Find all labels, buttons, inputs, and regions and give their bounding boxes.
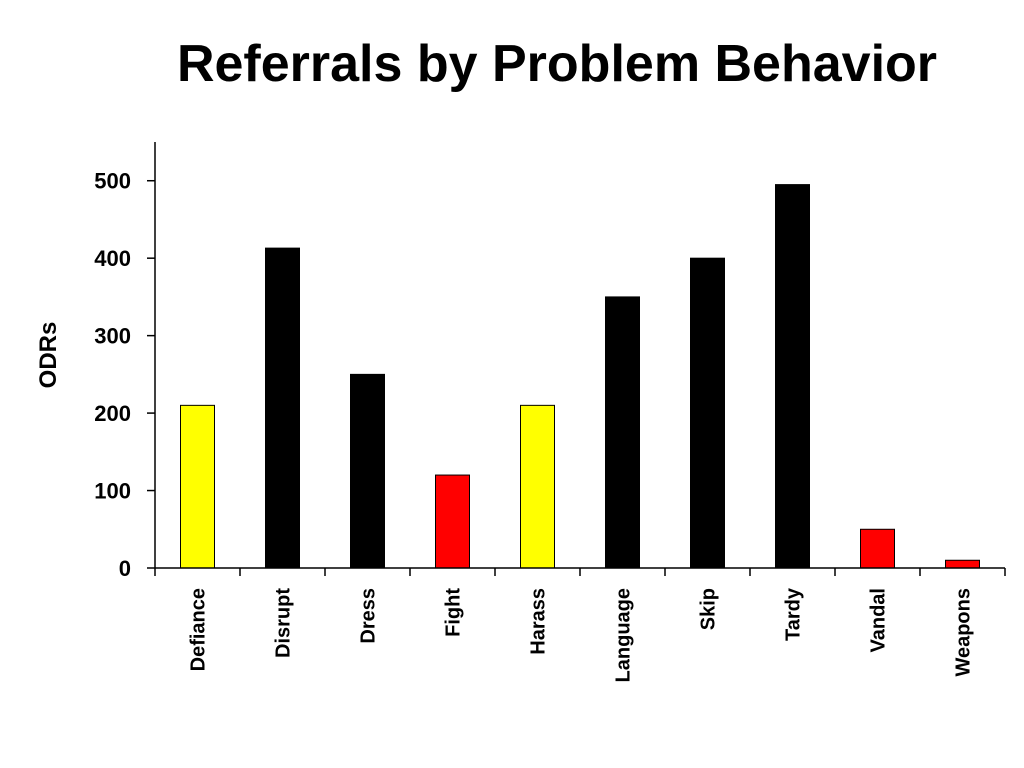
x-tick-label-vandal: Vandal <box>868 588 890 652</box>
bar-language <box>605 296 640 569</box>
x-tick-label-defiance: Defiance <box>188 588 210 671</box>
x-tick-label-harass: Harass <box>528 588 550 655</box>
bar-weapons <box>945 559 980 569</box>
bar-skip <box>690 257 725 569</box>
axes-layer <box>147 142 1006 576</box>
bar-fight <box>435 474 470 569</box>
bar-disrupt <box>265 247 300 569</box>
bar-dress <box>350 373 385 569</box>
y-tick-label-200: 200 <box>94 401 131 426</box>
x-tick-label-language: Language <box>613 588 635 682</box>
labels-layer: 0 100 200 300 400 500 Defiance Disrupt Dress Figh… <box>94 169 974 683</box>
bar-defiance <box>180 404 215 569</box>
bars-layer <box>180 184 980 569</box>
y-tick-label-100: 100 <box>94 479 131 504</box>
chart-title: Referrals by Problem Behavior <box>176 35 938 93</box>
y-tick-label-0: 0 <box>119 556 131 581</box>
x-tick-label-weapons: Weapons <box>953 588 975 677</box>
x-tick-label-fight: Fight <box>443 588 465 637</box>
bar-vandal <box>860 528 895 569</box>
x-tick-label-disrupt: Disrupt <box>273 588 295 658</box>
y-axis-title: ODRs <box>35 322 62 389</box>
bar-tardy <box>775 184 810 569</box>
y-tick-label-300: 300 <box>94 324 131 349</box>
x-tick-label-skip: Skip <box>698 588 720 630</box>
y-tick-label-400: 400 <box>94 246 131 271</box>
y-tick-label-500: 500 <box>94 169 131 194</box>
x-tick-label-dress: Dress <box>358 588 380 644</box>
x-tick-label-tardy: Tardy <box>783 587 805 641</box>
bar-harass <box>520 404 555 569</box>
